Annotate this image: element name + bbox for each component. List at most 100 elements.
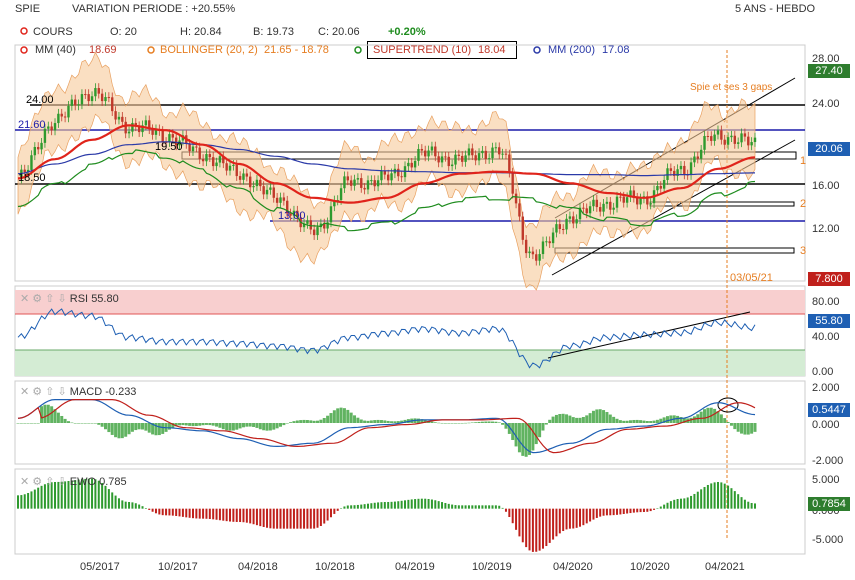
close-icon[interactable]: ✕ bbox=[20, 386, 30, 398]
candle-body bbox=[679, 165, 683, 170]
candle-body bbox=[444, 156, 447, 158]
ewo-bar bbox=[491, 505, 494, 509]
ewo-bar bbox=[77, 479, 80, 509]
candle-body bbox=[733, 135, 737, 144]
macd-tick-m2: -2.000 bbox=[812, 455, 844, 467]
macd-histogram-bar bbox=[103, 423, 107, 430]
ewo-bar bbox=[430, 499, 433, 509]
arrow-up-icon[interactable]: ⇧ bbox=[45, 293, 55, 305]
macd-histogram-bar bbox=[282, 423, 286, 426]
macd-histogram-bar bbox=[346, 409, 350, 423]
macd-histogram-bar bbox=[137, 423, 141, 430]
ewo-bar bbox=[107, 489, 110, 509]
candle-body bbox=[673, 170, 676, 176]
ewo-bar bbox=[572, 508, 575, 529]
close-icon[interactable]: ✕ bbox=[20, 476, 30, 488]
candle-body bbox=[26, 169, 30, 172]
ewo-bar bbox=[451, 504, 454, 509]
macd-histogram-bar bbox=[53, 409, 57, 423]
ewo-bar bbox=[720, 482, 723, 509]
candle-body bbox=[464, 155, 467, 162]
ewo-bar bbox=[441, 502, 444, 509]
ewo-bar bbox=[245, 508, 248, 523]
legend-cours: COURS bbox=[33, 26, 73, 38]
macd-histogram-bar bbox=[141, 423, 145, 430]
ewo-bar bbox=[299, 508, 302, 529]
ewo-bar bbox=[616, 508, 619, 515]
macd-histogram-bar bbox=[127, 423, 131, 435]
macd-histogram-bar bbox=[753, 423, 757, 432]
macd-histogram-bar bbox=[191, 423, 195, 427]
supertrend-box bbox=[367, 41, 517, 59]
candle-body bbox=[420, 148, 424, 151]
gear-icon[interactable]: ⚙ bbox=[32, 476, 43, 488]
macd-histogram-bar bbox=[524, 423, 528, 457]
candle-body bbox=[632, 190, 636, 198]
candle-body bbox=[498, 147, 501, 155]
ewo-bar bbox=[605, 508, 608, 516]
ewo-bar bbox=[626, 508, 629, 514]
annotation-text: Spie et ses 3 gaps bbox=[690, 82, 772, 93]
macd-histogram-bar bbox=[295, 420, 299, 423]
rsi-label: RSI bbox=[69, 293, 89, 305]
candle-body bbox=[255, 179, 259, 187]
arrow-up-icon[interactable]: ⇧ bbox=[45, 386, 55, 398]
arrow-down-icon[interactable]: ⇩ bbox=[57, 293, 67, 305]
ewo-bar bbox=[710, 483, 713, 509]
ewo-bar bbox=[589, 508, 592, 522]
ewo-bar bbox=[636, 508, 639, 513]
candle-body bbox=[703, 136, 706, 150]
macd-panel bbox=[14, 380, 806, 465]
arrow-down-icon[interactable]: ⇩ bbox=[57, 476, 67, 488]
candle-body bbox=[669, 168, 673, 171]
macd-histogram-bar bbox=[151, 423, 155, 435]
last-price-box: 27.40 bbox=[808, 64, 850, 78]
macd-histogram-bar bbox=[403, 419, 407, 423]
legend-mm200-value: 17.08 bbox=[602, 44, 630, 56]
ewo-bar bbox=[747, 501, 750, 509]
candle-body bbox=[659, 186, 662, 189]
ewo-bar bbox=[683, 498, 686, 509]
ewo-bar bbox=[276, 508, 279, 529]
x-tick-1: 10/2017 bbox=[158, 561, 198, 573]
macd-histogram-bar bbox=[585, 415, 589, 423]
ewo-bar bbox=[175, 508, 178, 516]
macd-histogram-bar bbox=[235, 423, 239, 430]
candle-body bbox=[57, 113, 60, 124]
candle-body bbox=[753, 137, 757, 143]
ewo-bar bbox=[346, 505, 349, 509]
candle-body bbox=[568, 216, 572, 219]
macd-histogram-bar bbox=[501, 423, 505, 425]
arrow-up-icon[interactable]: ⇧ bbox=[45, 476, 55, 488]
candle-body bbox=[528, 251, 531, 254]
ticker-label: SPIE bbox=[15, 3, 41, 15]
candle-body bbox=[228, 165, 232, 171]
candle-body bbox=[188, 143, 191, 152]
ewo-bar bbox=[282, 508, 285, 529]
macd-histogram-bar bbox=[625, 420, 629, 423]
candle-body bbox=[747, 136, 750, 146]
ewo-bar bbox=[114, 495, 117, 509]
ewo-bar bbox=[723, 483, 726, 509]
ewo-bar bbox=[693, 493, 696, 509]
gear-icon[interactable]: ⚙ bbox=[32, 386, 43, 398]
macd-histogram-bar bbox=[43, 404, 47, 423]
arrow-down-icon[interactable]: ⇩ bbox=[57, 386, 67, 398]
close-icon[interactable]: ✕ bbox=[20, 293, 30, 305]
candle-body bbox=[511, 172, 514, 194]
ewo-bar bbox=[370, 503, 373, 509]
macd-histogram-bar bbox=[73, 423, 77, 424]
ewo-bar bbox=[706, 484, 709, 509]
mm40-line bbox=[17, 124, 756, 204]
x-tick-6: 04/2020 bbox=[553, 561, 593, 573]
ewo-bar bbox=[696, 491, 699, 509]
macd-histogram-bar bbox=[561, 413, 565, 423]
ewo-bar bbox=[33, 489, 36, 509]
gear-icon[interactable]: ⚙ bbox=[32, 293, 43, 305]
candle-body bbox=[622, 196, 625, 203]
candle-body bbox=[615, 196, 619, 208]
legend-change: +0.20% bbox=[388, 26, 426, 38]
macd-histogram-bar bbox=[167, 423, 171, 430]
candle-body bbox=[750, 142, 753, 146]
macd-histogram-bar bbox=[60, 415, 64, 423]
